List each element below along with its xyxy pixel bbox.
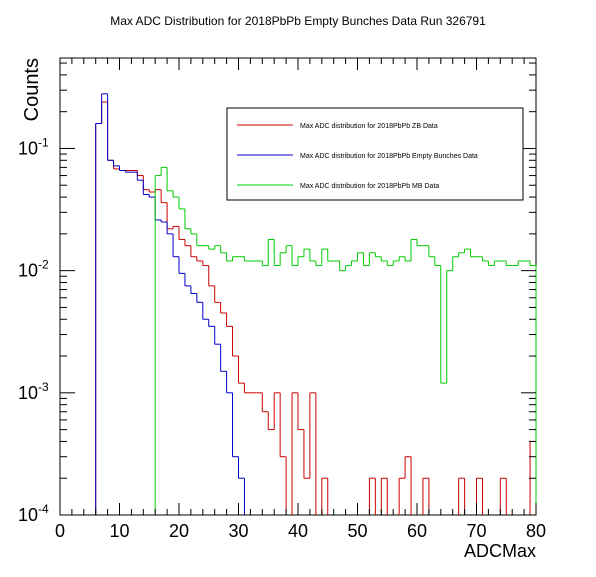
x-tick-label: 70: [466, 521, 486, 541]
chart-title: Max ADC Distribution for 2018PbPb Empty …: [110, 14, 486, 28]
y-tick-exponent: -1: [38, 135, 49, 149]
y-tick-exponent: -3: [38, 380, 49, 394]
x-tick-label: 50: [347, 521, 367, 541]
legend-label-empty-bunches: Max ADC distribution for 2018PbPb Empty …: [300, 153, 478, 160]
x-tick-label: 10: [109, 521, 129, 541]
legend-label-mb: Max ADC distribution for 2018PbPb MB Dat…: [300, 183, 439, 190]
x-tick-label: 20: [169, 521, 189, 541]
y-axis-label: Counts: [21, 58, 43, 121]
y-tick-label: 10-4: [18, 502, 49, 525]
y-tick-base: 10: [18, 505, 38, 525]
y-tick-label: 10-3: [18, 380, 49, 403]
series-3: [154, 166, 537, 515]
y-tick-exponent: -4: [38, 502, 49, 516]
y-tick-exponent: -2: [38, 258, 49, 272]
legend-label-zb: Max ADC distribution for 2018PbPb ZB Dat…: [300, 123, 438, 130]
y-tick-label: 10-1: [18, 135, 49, 158]
x-tick-label: 80: [526, 521, 546, 541]
y-tick-base: 10: [18, 261, 38, 281]
y-tick-label: 10-2: [18, 258, 49, 281]
series-2: [95, 93, 245, 515]
x-tick-label: 40: [288, 521, 308, 541]
legend-entry: Max ADC distribution for 2018PbPb ZB Dat…: [237, 123, 438, 130]
legend-entry: Max ADC distribution for 2018PbPb Empty …: [237, 153, 478, 160]
legend-entry: Max ADC distribution for 2018PbPb MB Dat…: [237, 183, 439, 190]
y-tick-base: 10: [18, 383, 38, 403]
legend: Max ADC distribution for 2018PbPb ZB Dat…: [226, 107, 524, 201]
y-tick-base: 10: [18, 138, 38, 158]
x-tick-label: 30: [228, 521, 248, 541]
x-axis-label: ADCMax: [464, 541, 536, 561]
x-tick-label: 0: [55, 521, 65, 541]
x-tick-label: 60: [407, 521, 427, 541]
